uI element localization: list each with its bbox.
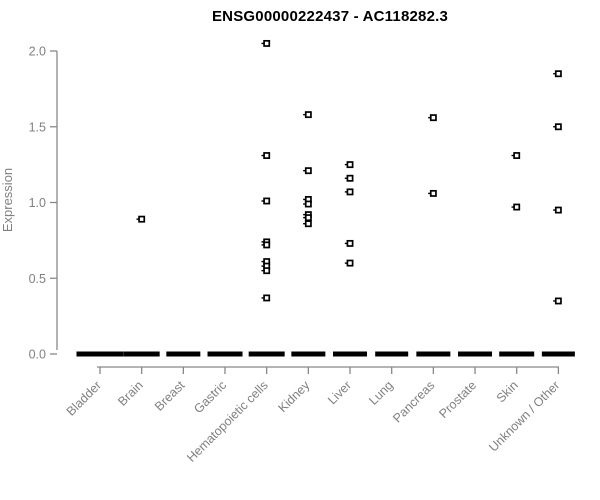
y-tick-label: 0.5 (29, 272, 46, 286)
zero-expression-dash (76, 351, 124, 357)
data-point (429, 114, 437, 122)
data-point (304, 220, 312, 228)
y-tick-label: 0.0 (29, 348, 46, 362)
x-category-label: Brain (115, 378, 146, 409)
data-point (513, 203, 521, 211)
zero-expression-dash (375, 351, 409, 357)
zero-expression-dash (499, 351, 535, 357)
data-point (513, 152, 521, 159)
data-point (304, 214, 312, 222)
zero-expression-dash (541, 351, 575, 357)
data-point (346, 259, 354, 267)
y-tick-label: 2.0 (29, 45, 46, 59)
data-point (346, 239, 354, 247)
data-point (554, 123, 562, 131)
x-category-label: Pancreas (390, 378, 437, 425)
x-category-label: Bladder (64, 378, 104, 418)
data-point (346, 161, 354, 169)
zero-expression-dash (291, 351, 326, 357)
data-point (554, 70, 562, 78)
zero-expression-dash (248, 351, 285, 357)
data-point (138, 215, 146, 223)
x-category-label: Kidney (276, 378, 313, 415)
data-point (304, 200, 312, 208)
x-category-label: Unknown / Other (486, 378, 562, 454)
zero-expression-dash (416, 351, 451, 357)
x-category-label: Lung (366, 378, 396, 408)
data-point (346, 174, 354, 182)
x-category-label: Prostate (436, 378, 479, 421)
data-point (554, 206, 562, 214)
data-point (304, 111, 312, 119)
data-point (263, 267, 271, 275)
chart-title: ENSG00000222437 - AC118282.3 (211, 8, 449, 25)
y-tick-label: 1.0 (29, 196, 46, 210)
data-point (263, 39, 271, 47)
zero-expression-dash (458, 351, 493, 357)
zero-expression-dash (333, 351, 368, 357)
data-point (554, 297, 562, 305)
x-category-label: Liver (325, 378, 354, 407)
data-point (263, 294, 271, 302)
x-category-label: Hematopoietic cells (184, 378, 271, 465)
zero-expression-dash (207, 351, 243, 357)
x-category-label: Skin (494, 378, 521, 405)
data-point (304, 167, 312, 175)
zero-expression-dash (123, 351, 160, 357)
data-point (263, 241, 271, 249)
y-tick-label: 1.5 (29, 120, 46, 134)
data-point (263, 197, 271, 205)
data-point (346, 188, 354, 196)
data-point (263, 152, 271, 159)
x-category-label: Breast (152, 378, 188, 414)
data-point (429, 189, 437, 197)
zero-expression-dash (166, 351, 201, 357)
x-category-label: Gastric (191, 378, 229, 416)
